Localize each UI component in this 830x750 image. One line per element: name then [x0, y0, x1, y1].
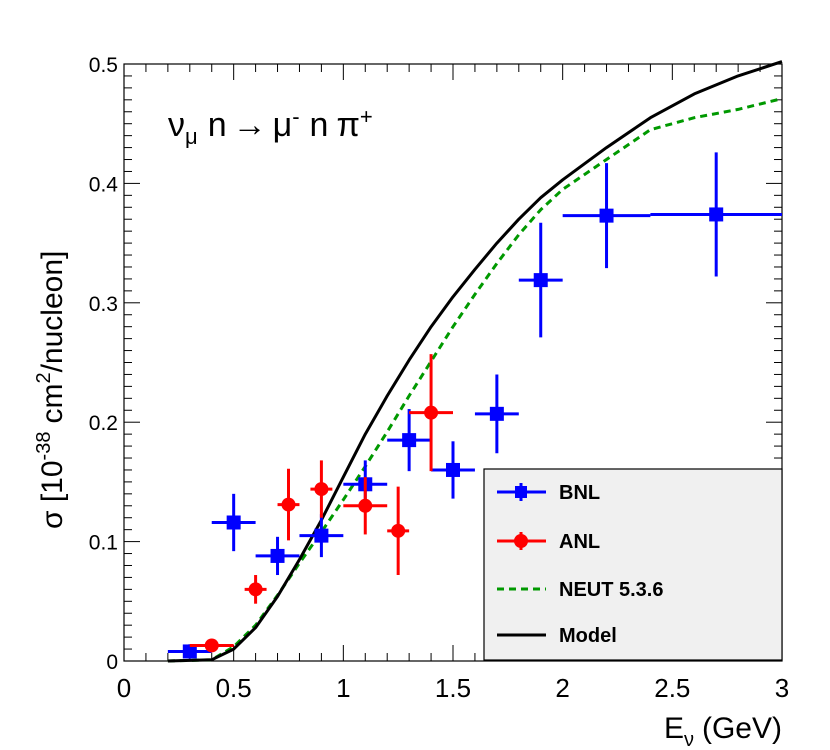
x-tick-label: 2.5 — [654, 673, 690, 703]
bnl-marker — [402, 433, 417, 448]
legend-entry-neut: NEUT 5.3.6 — [497, 579, 663, 601]
bnl-marker — [226, 515, 241, 530]
bnl-point — [518, 222, 563, 338]
bnl-marker — [270, 548, 285, 563]
bnl-marker — [446, 462, 460, 477]
legend-model-label: Model — [559, 625, 617, 647]
bnl-point — [299, 514, 344, 558]
y-axis-exp: -38 — [33, 432, 55, 461]
legend-neut-label: NEUT 5.3.6 — [559, 579, 663, 601]
x-axis-main: E — [664, 712, 684, 745]
anl-marker — [424, 405, 439, 420]
title-mu: μ — [273, 106, 293, 144]
bnl-point — [431, 441, 475, 499]
x-axis-unit: (GeV) — [702, 712, 782, 745]
x-tick-label: 0.5 — [216, 673, 252, 703]
anl-marker — [248, 582, 263, 597]
model-curve — [167, 60, 783, 663]
x-tick-label: 2 — [555, 673, 569, 703]
bnl-marker — [182, 644, 197, 659]
bnl-marker — [314, 528, 329, 543]
bnl-marker — [489, 406, 504, 421]
y-axis-title: σ [10-38 cm2/nucleon] — [33, 251, 69, 529]
y-tick-label: 0 — [106, 651, 118, 674]
x-tick-label: 1 — [336, 673, 350, 703]
axis-tick-labels: 0 0.5 1 1.5 2 2.5 3 0 0.1 0.2 0.3 0.4 0.5 — [89, 54, 789, 703]
bnl-marker — [599, 208, 614, 223]
legend-entry-model: Model — [497, 625, 617, 647]
anl-marker — [314, 482, 329, 497]
title-pi: π — [336, 106, 359, 144]
anl-point — [310, 460, 333, 518]
y-tick-label: 0.1 — [89, 532, 118, 555]
legend-entry-bnl: BNL — [497, 482, 600, 504]
legend-bnl-label: BNL — [559, 482, 600, 504]
curves — [167, 60, 783, 663]
anl-point — [189, 638, 234, 653]
bnl-point — [650, 152, 782, 277]
bnl-marker — [533, 273, 548, 288]
bnl-point — [211, 493, 256, 552]
anl-marker — [204, 638, 219, 653]
legend-bnl-marker — [515, 486, 527, 498]
title-n1: n — [208, 106, 227, 144]
x-tick-label: 3 — [775, 673, 789, 703]
bnl-marker — [709, 207, 724, 222]
title-nu-sub: μ — [185, 124, 198, 149]
y-axis-sq: 2 — [33, 372, 55, 383]
x-axis-title: Eν (GeV) — [664, 712, 782, 750]
title-mu-sup: - — [292, 104, 299, 129]
title-arrow: → — [233, 106, 267, 144]
legend-anl-marker — [514, 534, 528, 548]
data-points — [167, 152, 782, 659]
legend-entry-anl: ANL — [497, 531, 600, 553]
y-tick-label: 0.2 — [89, 412, 118, 435]
x-tick-label: 1.5 — [435, 673, 471, 703]
x-axis-sub: ν — [684, 729, 694, 750]
anl-point — [409, 354, 453, 472]
bnl-point — [255, 536, 300, 576]
title-pi-sup: + — [360, 104, 373, 129]
title-n2: n — [310, 106, 329, 144]
y-tick-label: 0.4 — [89, 173, 119, 196]
y-tick-label: 0.5 — [89, 54, 118, 77]
anl-marker — [281, 497, 296, 512]
y-axis-rest: /nucleon] — [36, 251, 69, 373]
bnl-point — [562, 163, 651, 269]
x-tick-label: 0 — [117, 673, 131, 703]
anl-point — [244, 575, 267, 604]
chart-title: νμ n → μ-n π+ — [168, 104, 373, 149]
bnl-point — [387, 409, 432, 472]
y-axis-cm: cm — [36, 384, 69, 424]
anl-marker — [391, 523, 406, 538]
bnl-point — [474, 374, 519, 454]
title-nu: ν — [168, 106, 185, 144]
y-tick-label: 0.3 — [89, 293, 118, 316]
anl-point — [387, 486, 410, 576]
legend: BNL ANL NEUT 5.3.6 Model — [483, 468, 783, 661]
legend-anl-label: ANL — [559, 531, 600, 553]
anl-point — [343, 477, 388, 535]
legend-box — [483, 468, 783, 661]
y-axis-sigma: σ [10 — [36, 460, 69, 529]
bnl-point — [167, 644, 212, 659]
anl-marker — [358, 498, 373, 513]
anl-point — [277, 468, 300, 541]
